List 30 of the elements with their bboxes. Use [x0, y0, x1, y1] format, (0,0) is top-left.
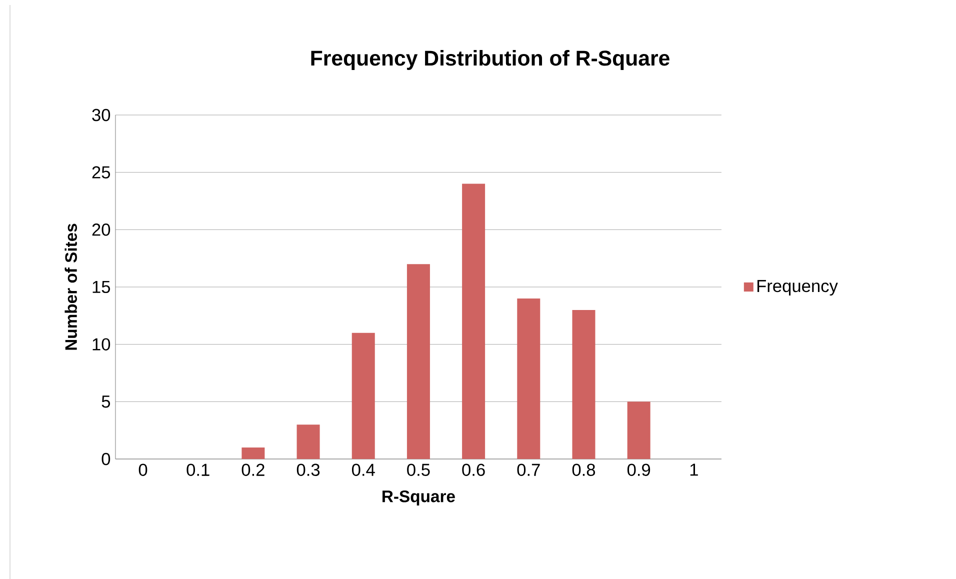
y-tick-label: 10: [92, 338, 110, 350]
bar: [352, 332, 375, 459]
y-tick-label: 5: [102, 396, 110, 408]
x-tick-label: 0.1: [186, 464, 210, 476]
y-tick-label: 20: [92, 224, 110, 236]
y-tick-label: 25: [92, 166, 110, 178]
x-tick-label: 0.6: [462, 464, 485, 476]
bar: [406, 264, 430, 459]
bar: [627, 402, 650, 459]
x-tick-label: 0.4: [352, 464, 375, 476]
chart-title: Frequency Distribution of R-Square: [311, 50, 670, 70]
bar: [242, 448, 265, 459]
bar: [572, 310, 596, 459]
x-tick-label: 0.2: [242, 464, 264, 476]
y-tick-label: 15: [92, 280, 110, 294]
x-tick-label: 1: [690, 464, 698, 476]
x-tick-label: 0: [138, 464, 148, 476]
x-tick-label: 0.9: [627, 464, 650, 476]
bar: [517, 298, 540, 459]
y-tick-label: 0: [102, 452, 110, 466]
x-tick-label: 0.3: [296, 464, 320, 476]
y-axis-title: Number of Sites: [64, 224, 77, 350]
legend-label: Frequency: [757, 280, 838, 296]
bar: [296, 424, 320, 459]
x-tick-label: 0.8: [572, 464, 596, 476]
x-axis-title: R-Square: [382, 490, 455, 506]
bar: [462, 184, 486, 459]
x-tick-label: 0.7: [517, 464, 540, 476]
y-tick-label: 30: [92, 108, 110, 122]
x-tick-label: 0.5: [407, 464, 430, 476]
